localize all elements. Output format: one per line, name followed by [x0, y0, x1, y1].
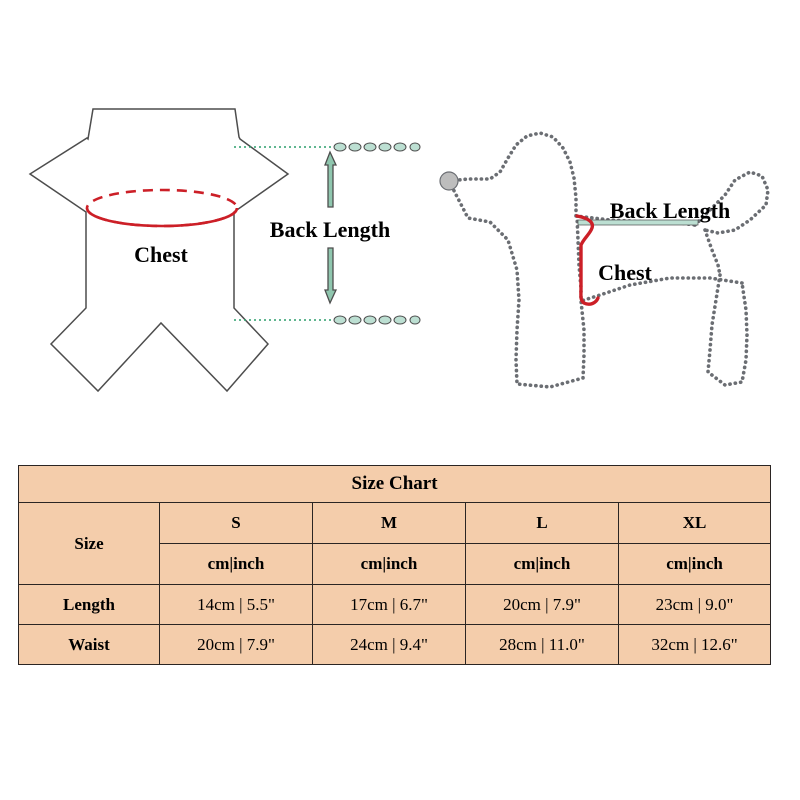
svg-text:Chest: Chest: [134, 242, 188, 267]
svg-text:Back Length: Back Length: [610, 198, 730, 223]
svg-text:Back Length: Back Length: [270, 217, 390, 242]
svg-text:Chest: Chest: [598, 260, 652, 285]
